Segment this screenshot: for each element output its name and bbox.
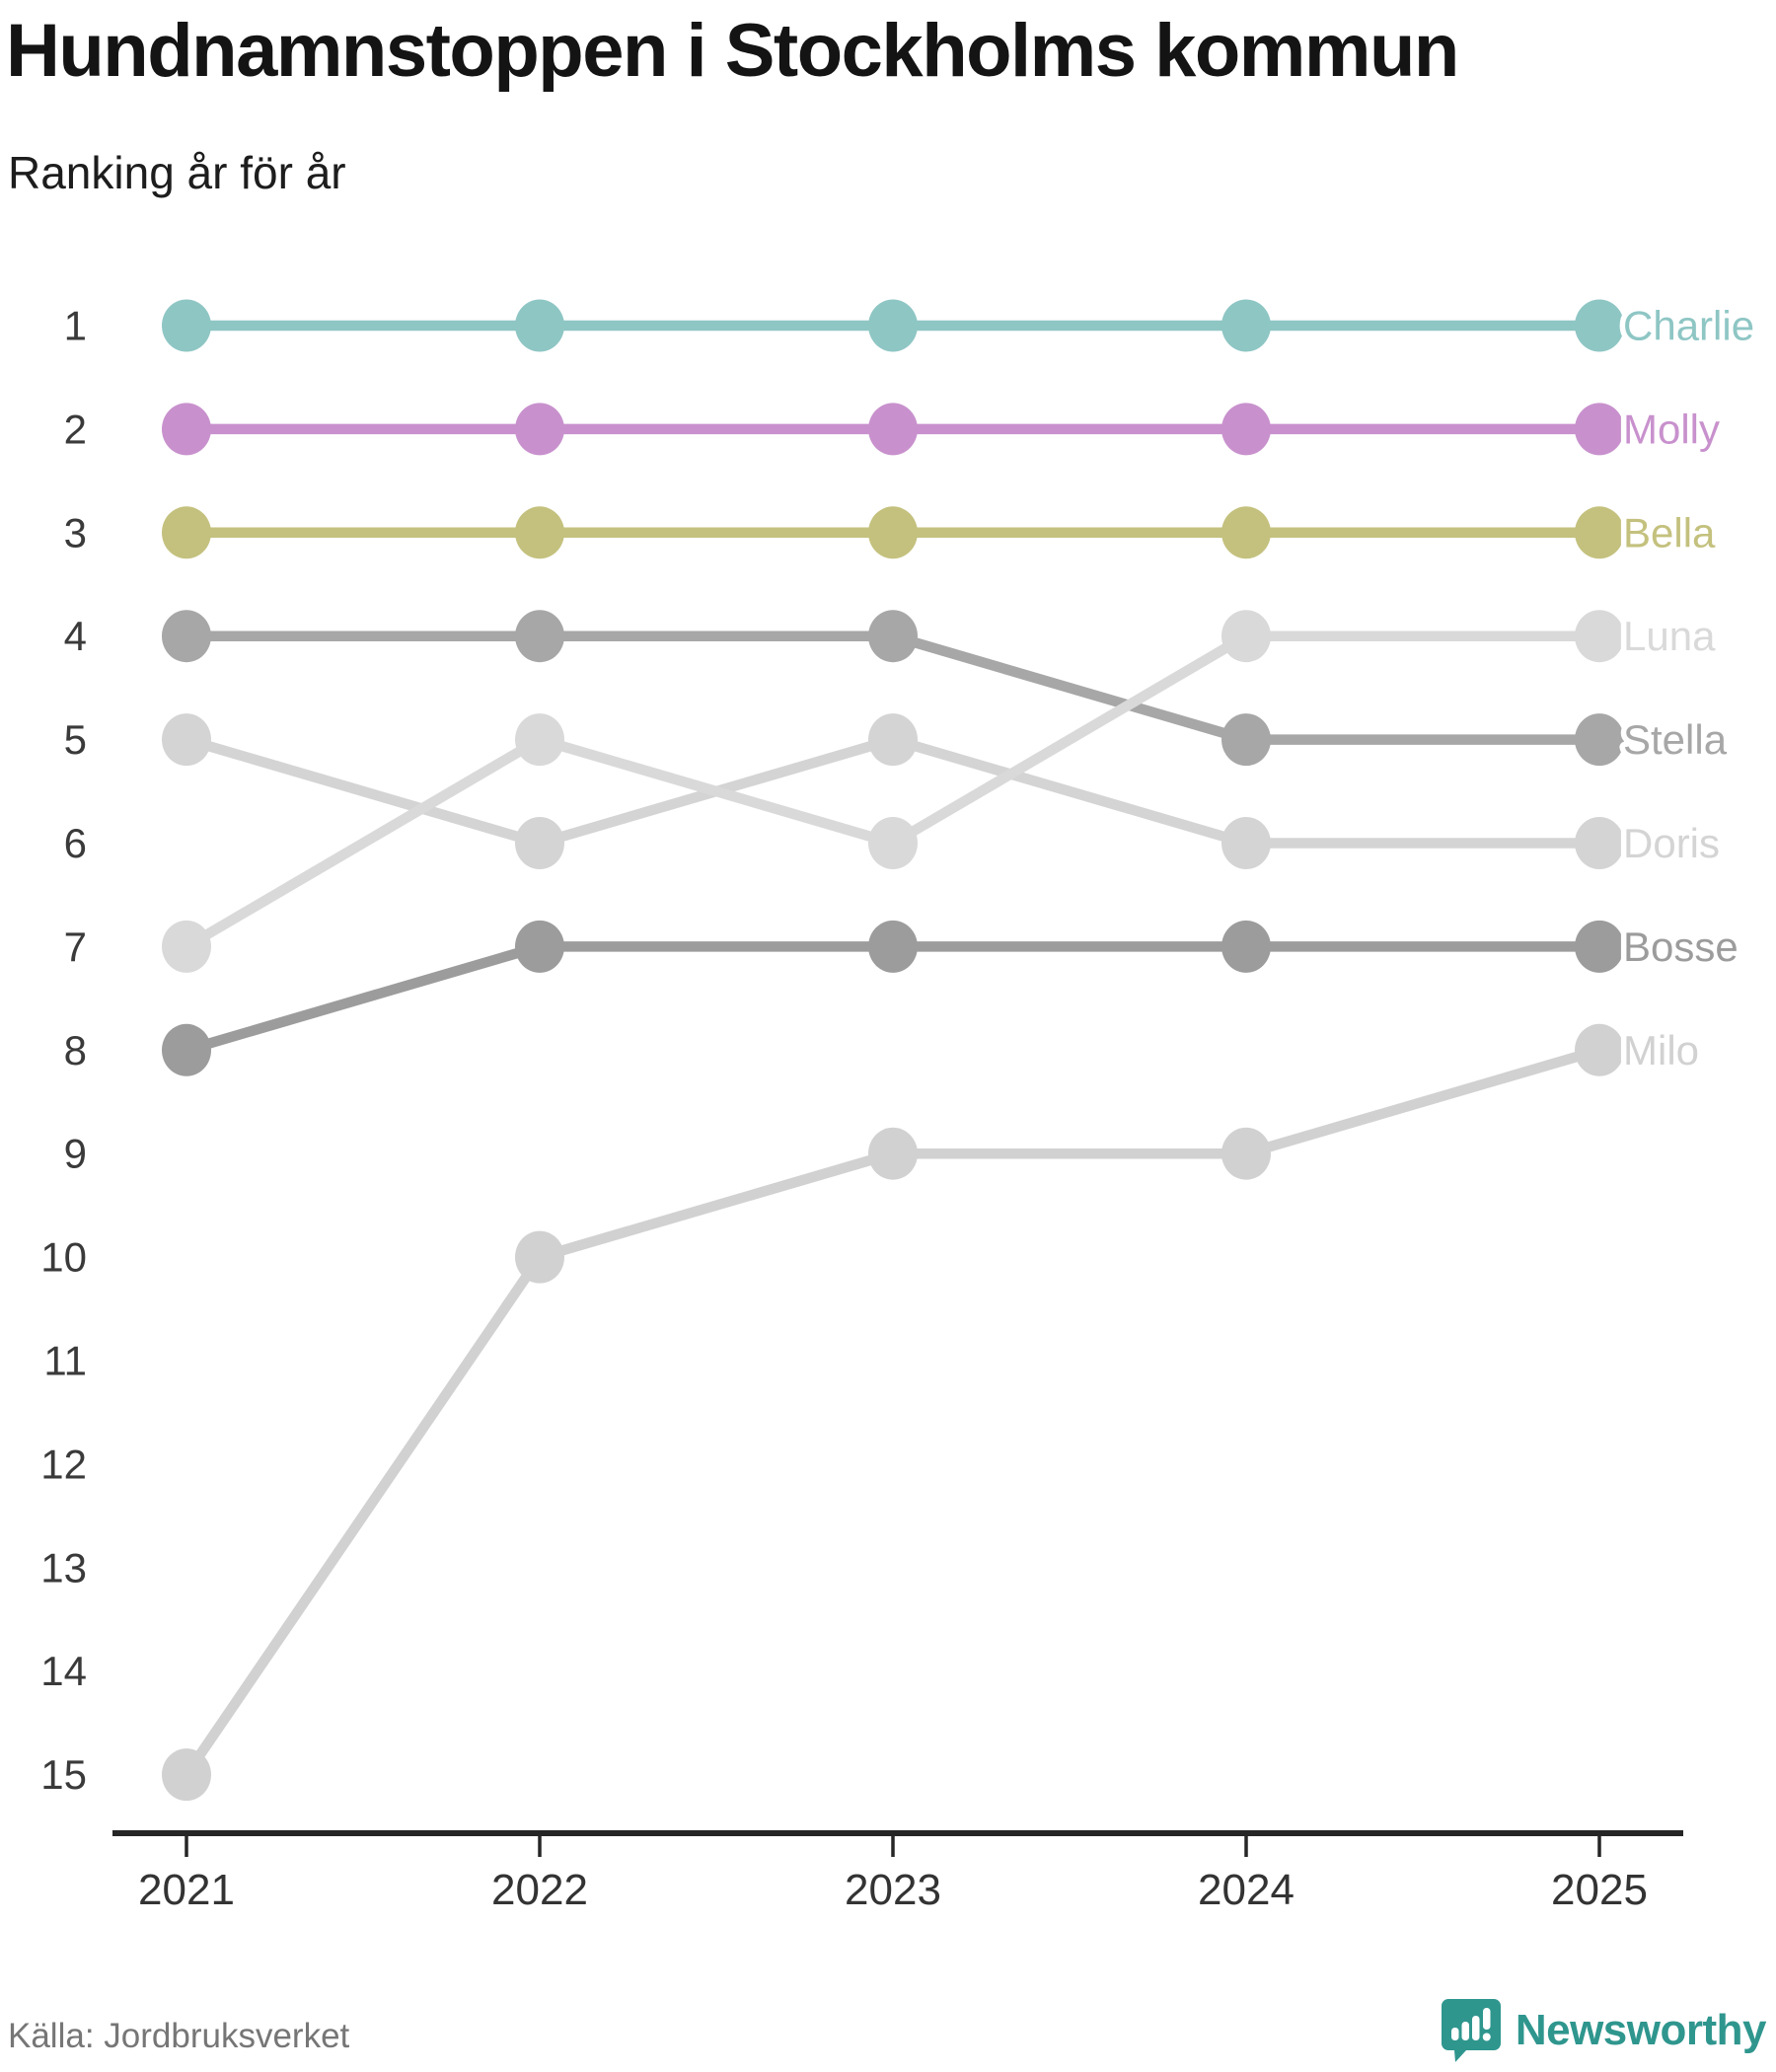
y-tick-label: 5	[64, 716, 87, 763]
y-tick-label: 3	[64, 509, 87, 555]
series-label: Bosse	[1623, 924, 1739, 970]
newsworthy-logo-icon	[1441, 1999, 1501, 2062]
brand-lockup: Newsworthy	[1441, 1995, 1767, 2066]
y-tick-label: 4	[64, 613, 87, 659]
data-point	[1221, 610, 1271, 663]
series-bosse	[162, 920, 1624, 1076]
data-point	[162, 1023, 211, 1076]
data-point	[162, 920, 211, 973]
data-point	[868, 299, 918, 352]
series-bella	[162, 506, 1624, 559]
series-label: Molly	[1623, 406, 1720, 452]
y-tick-label: 7	[64, 924, 87, 970]
data-point	[1575, 610, 1624, 663]
bar-2	[1461, 2022, 1469, 2040]
brand-name: Newsworthy	[1515, 2006, 1767, 2054]
exclamation-dot	[1482, 2033, 1491, 2041]
series-label-halo: Milo	[1623, 1027, 1699, 1073]
exclamation-stem	[1482, 2008, 1491, 2030]
data-point	[1575, 299, 1624, 352]
y-tick-label: 13	[40, 1544, 87, 1591]
series-line	[184, 630, 1599, 951]
data-point	[868, 817, 918, 869]
bar-3	[1471, 2016, 1480, 2040]
data-point	[1221, 403, 1271, 456]
speech-bubble-shape	[1441, 1999, 1501, 2062]
data-point	[1575, 920, 1624, 973]
y-tick-label: 6	[64, 820, 87, 866]
series-charlie	[162, 299, 1624, 352]
x-tick-label: 2023	[845, 1866, 941, 1914]
y-tick-label: 8	[64, 1027, 87, 1073]
series-label: Milo	[1623, 1027, 1699, 1073]
data-point	[515, 713, 564, 767]
data-point	[162, 1748, 211, 1802]
data-point	[868, 1127, 918, 1180]
series-stella	[162, 610, 1624, 767]
data-point	[515, 506, 564, 559]
series-label-halo: Charlie	[1623, 303, 1754, 349]
y-tick-label: 14	[40, 1648, 87, 1694]
series-label-halo: Luna	[1623, 613, 1716, 659]
y-tick-label: 11	[43, 1338, 87, 1384]
data-point	[1221, 817, 1271, 869]
y-tick-label: 12	[40, 1441, 87, 1487]
page-subtitle: Ranking år för år	[8, 147, 346, 198]
data-point	[1575, 403, 1624, 456]
data-point	[868, 403, 918, 456]
data-point	[1221, 299, 1271, 352]
data-point	[1221, 713, 1271, 767]
x-tick-label: 2021	[138, 1866, 235, 1914]
data-point	[515, 920, 564, 973]
data-point	[1221, 920, 1271, 973]
y-tick-label: 9	[64, 1131, 87, 1177]
y-tick-label: 15	[40, 1751, 87, 1798]
source-note: Källa: Jordbruksverket	[8, 2017, 350, 2055]
data-point	[868, 506, 918, 559]
x-tick-label: 2022	[491, 1866, 588, 1914]
data-point	[1221, 1127, 1271, 1180]
y-tick-label: 2	[64, 406, 87, 452]
data-point	[162, 506, 211, 559]
data-point	[162, 403, 211, 456]
data-point	[162, 610, 211, 663]
series-label: Charlie	[1623, 303, 1754, 349]
data-point	[1575, 1023, 1624, 1076]
series-label-halo: Molly	[1623, 406, 1720, 452]
series-milo	[162, 1023, 1624, 1802]
y-tick-label: 10	[40, 1234, 87, 1281]
series-label: Bella	[1623, 509, 1716, 555]
series-label: Doris	[1623, 820, 1720, 866]
series-molly	[162, 403, 1624, 456]
data-point	[1221, 506, 1271, 559]
x-tick-label: 2025	[1551, 1866, 1648, 1914]
data-point	[1575, 713, 1624, 767]
data-point	[868, 610, 918, 663]
data-point	[515, 610, 564, 663]
data-point	[515, 1230, 564, 1284]
y-tick-label: 1	[64, 303, 87, 349]
series-label-halo: Doris	[1623, 820, 1720, 866]
data-point	[515, 299, 564, 352]
page-title: Hundnamnstoppen i Stockholms kommun	[6, 9, 1459, 93]
data-point	[1575, 506, 1624, 559]
data-point	[515, 817, 564, 869]
data-point	[162, 713, 211, 767]
series-luna	[162, 610, 1624, 973]
data-point	[515, 403, 564, 456]
series-label-halo: Stella	[1623, 716, 1728, 763]
series-label: Luna	[1623, 613, 1716, 659]
data-point	[868, 713, 918, 767]
series-label-halo: Bella	[1623, 509, 1716, 555]
series-label: Stella	[1623, 716, 1728, 763]
bar-1	[1450, 2028, 1459, 2040]
data-point	[162, 299, 211, 352]
x-tick-label: 2024	[1198, 1866, 1295, 1914]
series-label-halo: Bosse	[1623, 924, 1739, 970]
data-point	[868, 920, 918, 973]
data-point	[1575, 817, 1624, 869]
